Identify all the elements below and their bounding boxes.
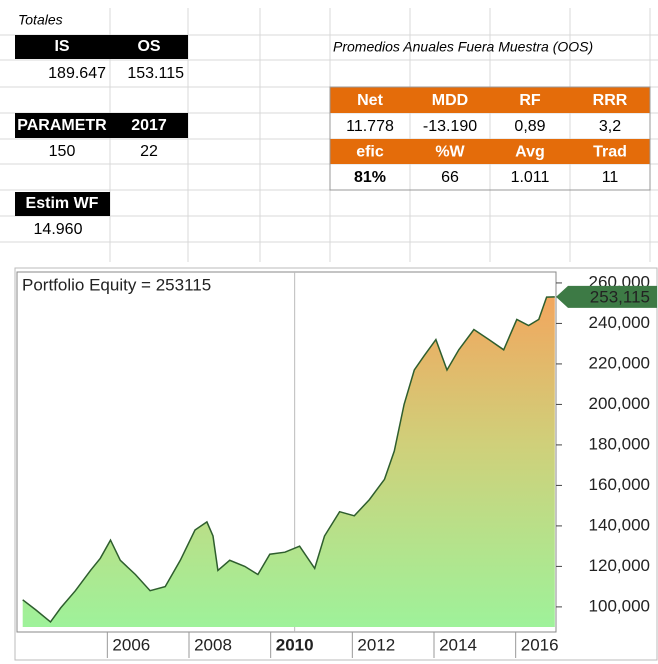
header: RRR — [593, 92, 628, 109]
cell: 189.647 — [48, 65, 106, 82]
header: Estim WF — [26, 195, 99, 212]
x-tick-label: 2012 — [357, 635, 395, 654]
header: MDD — [432, 92, 468, 109]
table-title: Promedios Anuales Fuera Muestra (OOS) — [333, 39, 593, 55]
cell: 1.011 — [511, 169, 550, 186]
cell: 3,2 — [599, 118, 621, 135]
cell: 11 — [602, 169, 619, 186]
header: IS — [54, 38, 69, 55]
cell: 0,89 — [514, 118, 545, 135]
label: Totales — [18, 12, 63, 28]
equity-area — [22, 296, 555, 627]
x-tick-label: 2016 — [521, 635, 559, 654]
x-tick-label: 2006 — [112, 635, 150, 654]
y-tick-label: 120,000 — [589, 556, 650, 575]
equity-line — [22, 296, 555, 623]
header: 2017 — [131, 117, 167, 134]
y-tick-label: 200,000 — [589, 394, 650, 413]
value-marker-label: 253,115 — [590, 287, 650, 306]
chart: Portfolio Equity = 253115 100,000 120,000… — [14, 267, 658, 661]
header-bg — [15, 192, 110, 216]
x-tick-label: 2014 — [439, 635, 477, 654]
header-bg — [15, 113, 188, 138]
spreadsheet: Totales IS OS 189.647 153.115 PARAMETR 2… — [0, 8, 658, 262]
cell: 81% — [354, 169, 386, 186]
x-tick-label: 2010 — [276, 635, 314, 654]
header: Net — [357, 92, 383, 109]
header-bg — [330, 139, 650, 164]
value-marker — [556, 285, 657, 308]
y-tick-label: 140,000 — [589, 515, 650, 534]
header: Avg — [515, 144, 545, 161]
cell: 150 — [49, 143, 76, 160]
y-tick-label: 160,000 — [589, 475, 650, 494]
header: Trad — [593, 144, 627, 161]
y-tick-label: 220,000 — [589, 353, 650, 372]
header-bg — [15, 35, 188, 59]
cell: 66 — [441, 169, 459, 186]
cell: 22 — [140, 143, 158, 160]
y-tick-label: 240,000 — [589, 313, 650, 332]
chart-title: Portfolio Equity = 253115 — [22, 275, 211, 294]
y-tick-label: 100,000 — [589, 596, 650, 615]
oos-table: Net MDD RF RRR 11.778 -13.190 0,89 3,2 efic %W Avg… — [329, 86, 651, 191]
header: efic — [356, 144, 384, 161]
cell: -13.190 — [423, 118, 477, 135]
header-bg — [330, 87, 650, 113]
header: OS — [137, 38, 160, 55]
cell: 153.115 — [127, 65, 184, 82]
cell: 14.960 — [34, 221, 83, 238]
header: RF — [519, 92, 541, 109]
header: PARAMETR — [17, 117, 107, 134]
cell: 11.778 — [346, 118, 394, 135]
y-tick-label: 180,000 — [589, 434, 650, 453]
table-border — [329, 86, 651, 191]
x-tick-label: 2008 — [194, 635, 232, 654]
header: %W — [435, 144, 465, 161]
